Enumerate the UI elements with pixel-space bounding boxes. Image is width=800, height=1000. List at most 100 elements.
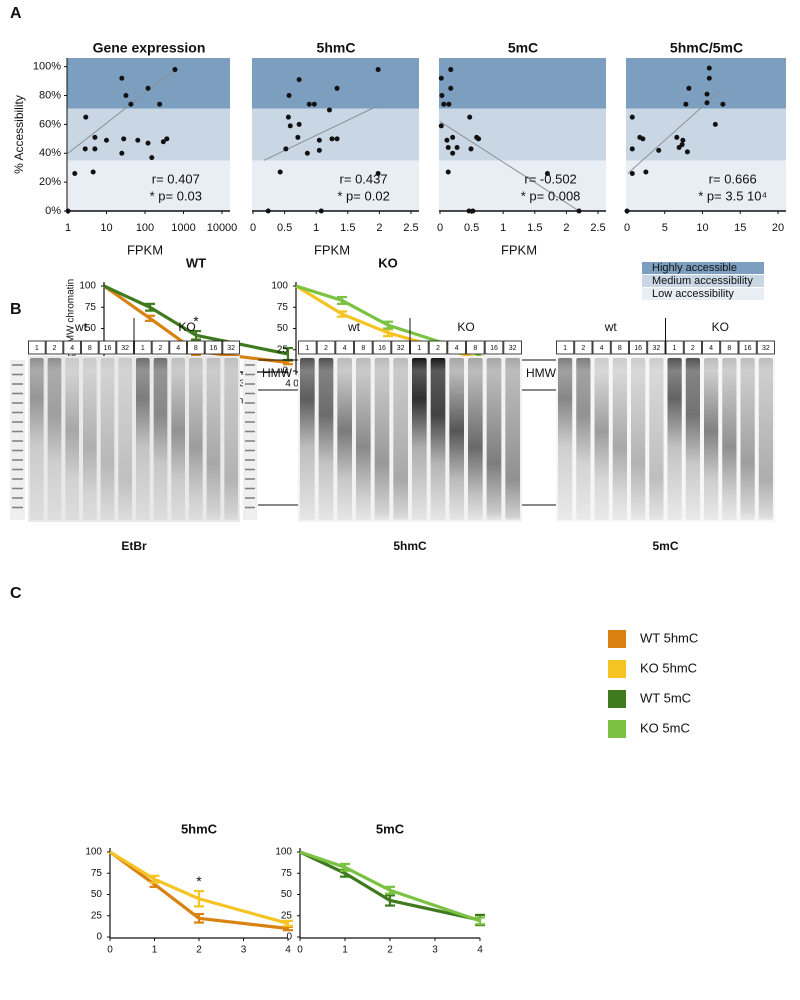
- chart-title: 5mC: [376, 821, 405, 836]
- data-point: [445, 169, 451, 175]
- y-tick-label: 50: [277, 323, 289, 334]
- data-point: [684, 149, 690, 155]
- x-tick-label: 1: [313, 222, 319, 234]
- x-tick-label: 4: [477, 945, 483, 956]
- gel-lane: [136, 358, 150, 520]
- lane-label: 16: [104, 345, 112, 352]
- error-bar: [383, 320, 393, 330]
- data-point: [145, 85, 151, 91]
- lane-box: [428, 340, 448, 355]
- lane-label: 4: [343, 345, 347, 352]
- gel-background: [298, 356, 522, 522]
- gel-lane: [100, 358, 115, 520]
- data-point: [467, 114, 473, 120]
- lane-box: [45, 340, 64, 355]
- x-tick-label: 10: [696, 222, 708, 234]
- data-point: [149, 155, 155, 161]
- gel-lane: [47, 358, 62, 520]
- gel-lane: [740, 358, 755, 520]
- data-point: [316, 137, 322, 143]
- data-point: [439, 93, 445, 99]
- gel-lane: [83, 358, 97, 520]
- gel-lane: [704, 358, 719, 520]
- lane-box: [592, 340, 611, 355]
- gel-lane: [667, 358, 682, 520]
- data-point: [674, 134, 680, 140]
- lane-box: [756, 340, 775, 355]
- y-tick-label: 100: [271, 281, 288, 292]
- gel-lane: [486, 358, 502, 520]
- gel-lane: [318, 358, 334, 520]
- x-tick-label: 3: [239, 379, 245, 390]
- data-point: [119, 150, 125, 156]
- series-line: [299, 850, 481, 923]
- accessibility-band: [252, 58, 419, 109]
- annotation: r= 0.437: [340, 171, 388, 186]
- x-tick-label: 1: [152, 945, 158, 956]
- gel-lane: [356, 358, 371, 520]
- x-tick-label: 0: [437, 222, 443, 234]
- error-bar: [337, 310, 347, 318]
- accessibility-band: [67, 58, 230, 109]
- y-tick-label: 75: [277, 302, 289, 313]
- data-point: [318, 208, 324, 214]
- lane-label: 2: [691, 345, 695, 352]
- legend-swatch: [642, 288, 764, 300]
- series-line: [295, 284, 481, 357]
- x-tick-label: 2: [387, 945, 393, 956]
- data-point: [329, 136, 335, 142]
- y-tick-label: 0: [96, 932, 102, 943]
- ladder-lane: [243, 360, 257, 520]
- data-point: [450, 134, 456, 140]
- hmw-label: HMW: [262, 366, 293, 380]
- legend-label: KO 5mC: [640, 720, 690, 735]
- x-tick-label: 0: [293, 379, 299, 390]
- lane-box: [81, 340, 99, 355]
- error-bar: [475, 916, 485, 926]
- x-tick-label: 10: [100, 222, 112, 234]
- data-point: [157, 101, 163, 107]
- data-point: [624, 208, 630, 214]
- x-tick-label: 4: [285, 379, 291, 390]
- data-point: [92, 146, 98, 152]
- gel-lane: [374, 358, 390, 520]
- lane-label: 1: [563, 345, 567, 352]
- data-point: [326, 107, 332, 113]
- y-tick-label: 0%: [45, 205, 61, 217]
- lane-box: [116, 340, 134, 355]
- gel-lane: [685, 358, 700, 520]
- data-point: [712, 121, 718, 127]
- data-point: [304, 150, 310, 156]
- lane-label: 1: [673, 345, 677, 352]
- data-point: [90, 169, 96, 175]
- data-point: [629, 114, 635, 120]
- data-point: [470, 208, 476, 214]
- panel-letter: B: [10, 301, 22, 318]
- x-tick-label: 15: [734, 222, 746, 234]
- lane-box: [574, 340, 593, 355]
- data-point: [172, 67, 178, 73]
- gel-background: [556, 356, 775, 522]
- y-tick-label: 100: [275, 847, 292, 858]
- legend-swatch: [608, 720, 626, 738]
- data-point: [286, 93, 292, 99]
- gel-lane: [206, 358, 221, 520]
- lane-label: 16: [634, 345, 642, 352]
- data-point: [704, 100, 710, 106]
- chart-title: Gene expression: [93, 40, 206, 56]
- lane-box: [335, 340, 354, 355]
- data-point: [375, 170, 381, 176]
- hmw-label: HMW: [526, 366, 557, 380]
- gel-lane: [649, 358, 664, 520]
- x-tick-label: 0: [107, 945, 113, 956]
- data-point: [544, 170, 550, 176]
- lane-label: 16: [490, 345, 498, 352]
- x-tick-label: 3: [241, 945, 247, 956]
- lane-label: 16: [744, 345, 752, 352]
- data-point: [72, 170, 78, 176]
- lane-box: [372, 340, 392, 355]
- gel-lane: [300, 358, 315, 520]
- lane-label: 8: [473, 345, 477, 352]
- ladder-lane: [10, 360, 25, 520]
